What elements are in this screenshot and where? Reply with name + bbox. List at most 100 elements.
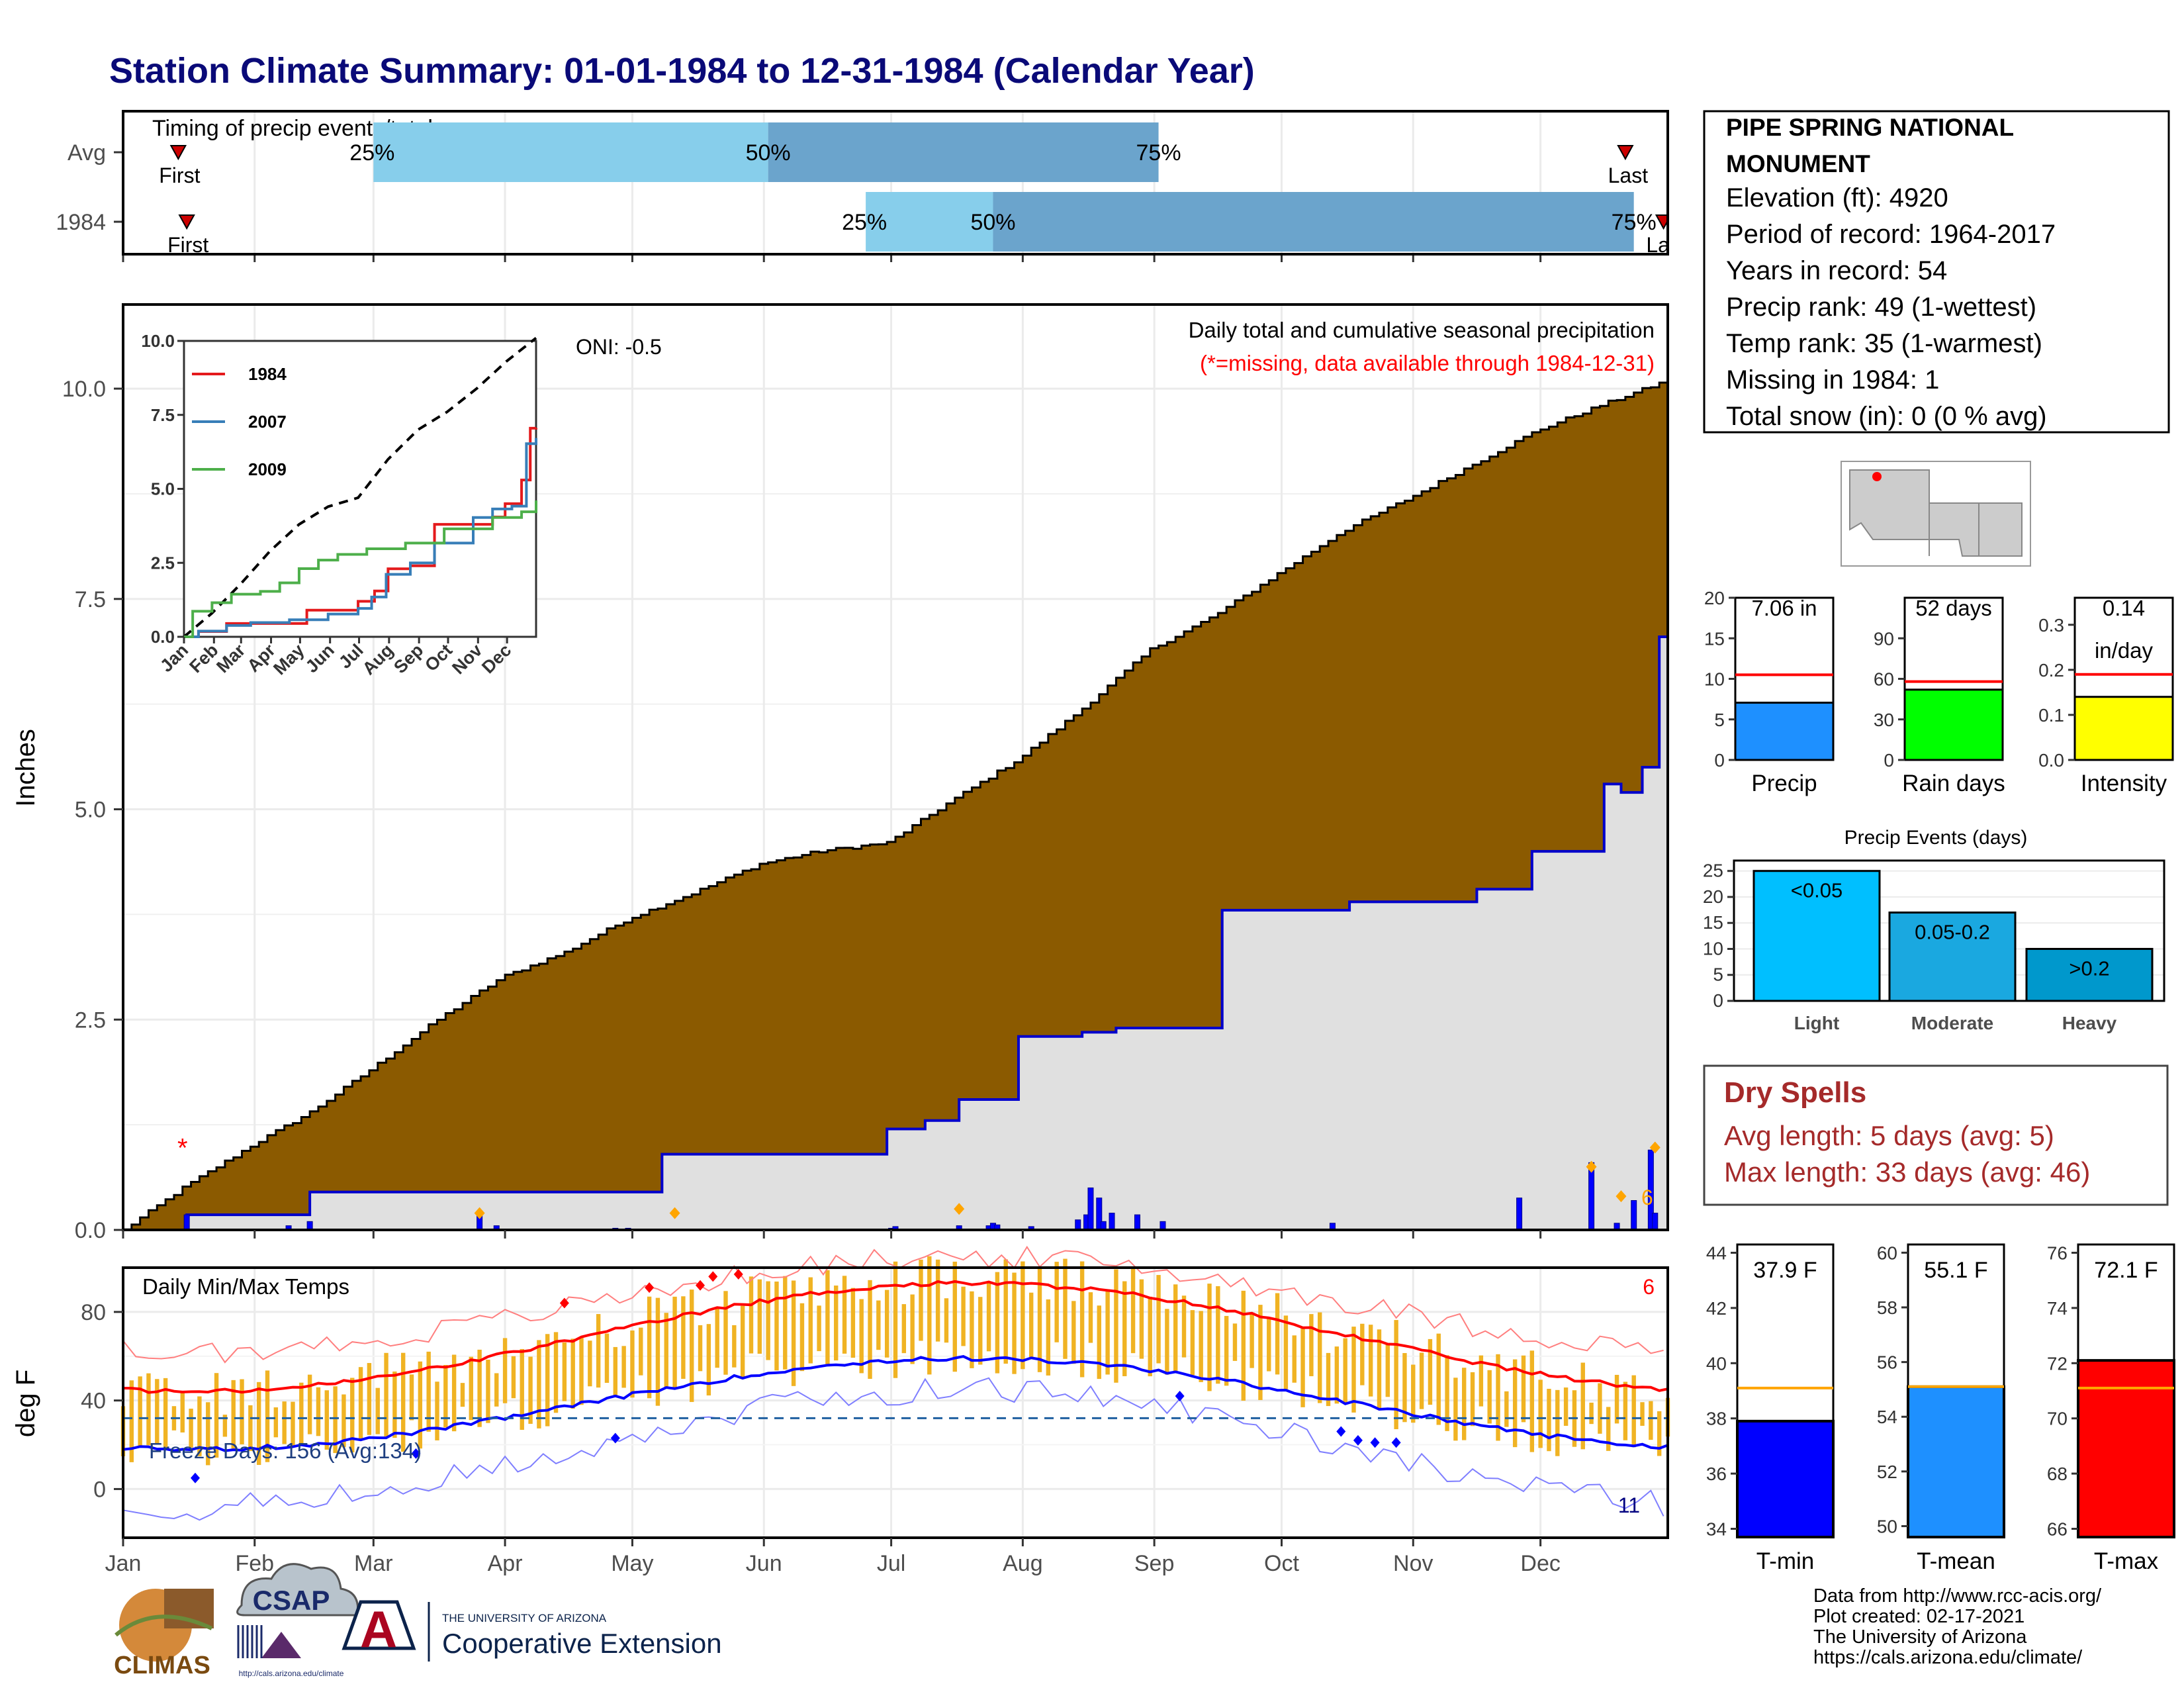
daily-temp-bar — [494, 1373, 499, 1407]
daily-temp-bar — [129, 1380, 134, 1462]
station-info-line: Total snow (in): 0 (0 % avg) — [1726, 402, 2047, 431]
daily-temp-bar — [630, 1330, 635, 1398]
station-info-line: Years in record: 54 — [1726, 256, 1947, 285]
daily-temp-bar — [698, 1325, 703, 1372]
ua-small-text: THE UNIVERSITY OF ARIZONA — [442, 1612, 607, 1624]
main-ytick-label: 10.0 — [62, 377, 106, 402]
daily-temp-bar — [621, 1346, 626, 1388]
daily-temp-bar — [206, 1402, 210, 1466]
daily-temp-bar — [1496, 1354, 1500, 1441]
daily-temp-bar — [690, 1289, 694, 1402]
daily-precip-bar — [1631, 1200, 1637, 1231]
record-low-diamond — [1370, 1437, 1380, 1448]
mini-bar-tick-label: 0.3 — [2038, 615, 2064, 635]
daily-temp-bar — [672, 1296, 677, 1389]
daily-temp-bar — [834, 1286, 839, 1361]
daily-temp-bar — [1300, 1327, 1305, 1407]
month-label: Jul — [877, 1551, 905, 1576]
heavy-event-diamond — [474, 1207, 485, 1219]
daily-temp-bar — [1199, 1311, 1203, 1382]
daily-temp-bar — [384, 1352, 388, 1436]
csap-url: http://cals.arizona.edu/climate — [239, 1669, 344, 1678]
footer-line: Plot created: 02-17-2021 — [1813, 1606, 2025, 1627]
daily-temp-bar — [282, 1401, 287, 1444]
station-info-line: Temp rank: 35 (1-warmest) — [1726, 329, 2042, 358]
daily-temp-bar — [655, 1297, 660, 1406]
year-cumulative-line — [123, 635, 1669, 1231]
mini-bar-tick-label: 0.1 — [2038, 705, 2064, 726]
daily-temp-bar — [995, 1272, 1000, 1374]
inset-legend-label: 2009 — [248, 459, 287, 479]
daily-temp-bar — [1538, 1380, 1543, 1448]
main-subtitle: Daily total and cumulative seasonal prec… — [1189, 318, 1655, 342]
station-info-line: Precip rank: 49 (1-wettest) — [1726, 293, 2036, 322]
daily-temp-bar — [1122, 1281, 1127, 1376]
daily-temp-bar — [876, 1300, 881, 1350]
timing-p75-label: 75% — [1136, 140, 1181, 165]
daily-temp-bar — [1283, 1315, 1289, 1389]
first-marker — [169, 145, 187, 161]
daily-temp-bar — [1411, 1364, 1416, 1423]
daily-temp-bar — [1640, 1402, 1645, 1426]
daily-temp-bar — [1088, 1292, 1093, 1343]
main-ytick-label: 7.5 — [75, 587, 106, 612]
daily-temp-bar — [825, 1270, 830, 1366]
month-label: Apr — [488, 1551, 523, 1576]
event-bar — [1888, 912, 2017, 1002]
daily-temp-bar — [791, 1280, 796, 1386]
mini-bar-tick-label: 20 — [1704, 588, 1725, 608]
daily-temp-bar — [418, 1361, 423, 1449]
timing-p50-label: 50% — [970, 210, 1015, 235]
page-title: Station Climate Summary: 01-01-1984 to 1… — [109, 51, 1255, 91]
daily-temp-bar — [1037, 1266, 1042, 1372]
daily-temp-bar — [265, 1370, 270, 1462]
footer-line: https://cals.arizona.edu/climate/ — [1813, 1647, 2083, 1668]
temp-bar-tick-label: 68 — [2047, 1464, 2068, 1484]
temp-bar-name: T-mean — [1917, 1548, 1995, 1574]
mini-bar-tick-label: 0 — [1714, 750, 1725, 771]
daily-temp-bar — [596, 1314, 601, 1388]
daily-temp-bar — [1190, 1310, 1195, 1376]
daily-temp-bar — [333, 1386, 338, 1454]
daily-temp-bar — [392, 1371, 397, 1438]
temp-bar-label: 72.1 F — [2094, 1258, 2158, 1283]
main-panel-border — [122, 303, 1669, 1231]
events-tick-label: 10 — [1703, 938, 1723, 959]
daily-temp-bar — [477, 1349, 482, 1427]
daily-temp-bar — [1453, 1378, 1458, 1441]
temps-ylabel: deg F — [11, 1370, 40, 1437]
temp-bar-tick-label: 38 — [1706, 1409, 1727, 1429]
daily-temp-bar — [240, 1379, 244, 1444]
daily-temp-bar — [681, 1296, 686, 1379]
record-low-count: 11 — [1618, 1493, 1640, 1517]
events-tick-label: 20 — [1703, 886, 1723, 907]
daily-temp-bar — [706, 1324, 711, 1396]
avg-max-line — [122, 1280, 1668, 1394]
daily-temp-bar — [1156, 1275, 1161, 1364]
timing-panel-border — [122, 110, 1669, 256]
daily-temp-bar — [970, 1291, 974, 1368]
csap-mountain — [261, 1632, 301, 1658]
record-high-line — [122, 1245, 1664, 1364]
daily-temp-bar — [1250, 1314, 1254, 1368]
record-low-diamond — [191, 1472, 201, 1483]
daily-temp-bar — [273, 1407, 279, 1438]
inset-2009-line — [184, 500, 537, 638]
oni-label: ONI: -0.5 — [576, 335, 662, 359]
temp-bar-tick-label: 58 — [1877, 1297, 1897, 1318]
heavy-event-diamond — [1615, 1190, 1627, 1203]
month-label: Aug — [1003, 1551, 1043, 1576]
dry-spells-title: Dry Spells — [1724, 1076, 1866, 1109]
event-category: Light — [1794, 1013, 1839, 1033]
daily-temp-bar — [189, 1409, 193, 1448]
station-name-line1: PIPE SPRING NATIONAL — [1726, 114, 2014, 141]
daily-temp-bar — [256, 1382, 261, 1466]
daily-temp-bar — [1657, 1411, 1662, 1456]
station-info-line: Period of record: 1964-2017 — [1726, 220, 2056, 249]
station-info-line: Elevation (ft): 4920 — [1726, 183, 1948, 212]
daily-temp-bar — [248, 1405, 253, 1452]
daily-temp-bar — [1097, 1305, 1101, 1380]
event-bar-label: >0.2 — [2069, 957, 2109, 980]
daily-temp-bar — [1563, 1387, 1569, 1426]
inset-2007-line — [184, 438, 537, 638]
